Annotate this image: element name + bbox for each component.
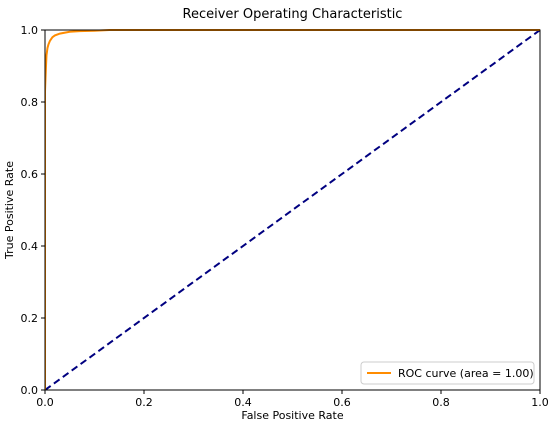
y-axis-label: True Positive Rate (3, 161, 16, 260)
reference-diagonal-line (45, 29, 541, 390)
x-tick-label: 0.6 (333, 396, 351, 409)
chart-title: Receiver Operating Characteristic (183, 7, 403, 22)
y-tick-label: 0.8 (21, 96, 39, 109)
y-tick-label: 0.0 (21, 384, 39, 397)
x-tick-label: 0.8 (432, 396, 450, 409)
y-tick-label: 0.6 (21, 168, 39, 181)
legend-box (360, 361, 535, 385)
y-tick-label: 0.4 (21, 240, 39, 253)
legend-label-roc: ROC curve (area = 1.00) (398, 367, 534, 380)
x-tick-label: 1.0 (531, 396, 549, 409)
x-tick-label: 0.0 (36, 396, 54, 409)
y-tick-label: 0.2 (21, 312, 39, 325)
axis-ticks: 0.0 0.2 0.4 0.6 0.8 1.0 0.0 0.2 0.4 0.6 0.8 1.0 (21, 24, 549, 409)
x-tick-label: 0.4 (234, 396, 252, 409)
y-tick-label: 1.0 (21, 24, 39, 37)
plot-lines (45, 29, 541, 390)
x-axis-label: False Positive Rate (241, 409, 343, 422)
legend: ROC curve (area = 1.00) (360, 361, 535, 385)
plot-frame (44, 29, 541, 391)
x-tick-label: 0.2 (135, 396, 153, 409)
